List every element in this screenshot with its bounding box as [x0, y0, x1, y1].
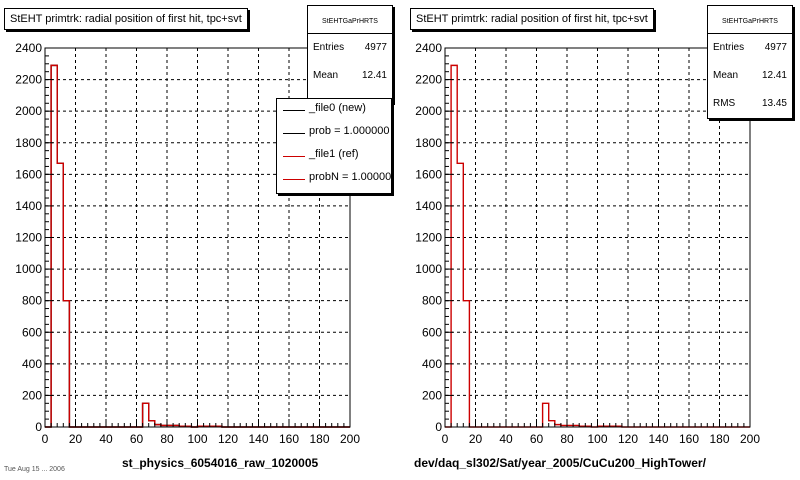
legend-swatch	[283, 133, 305, 134]
x-tick-label: 40	[499, 432, 513, 446]
x-tick-label: 0	[42, 432, 49, 446]
right-stats-name: StEHTGaPrHRTS	[708, 6, 792, 34]
left-mean-label: Mean	[313, 70, 339, 81]
x-tick-label: 20	[469, 432, 483, 446]
y-tick-label: 400	[22, 357, 42, 371]
legend-label: prob = 1.000000	[309, 125, 390, 137]
left-stats-mean-row: Mean 12.41	[308, 62, 392, 90]
x-tick-label: 40	[99, 432, 113, 446]
left-entries-label: Entries	[313, 42, 345, 53]
y-tick-label: 600	[422, 325, 442, 339]
left-legend: _file0 (new) prob = 1.000000 _file1 (ref…	[276, 98, 392, 194]
x-tick-label: 180	[709, 432, 729, 446]
x-tick-label: 140	[248, 432, 268, 446]
legend-label: probN = 1.000000	[309, 171, 392, 183]
left-stats-name: StEHTGaPrHRTS	[308, 6, 392, 34]
left-panel: 0 20 40 60 80 100 120 140 160 180 200 0 200 400 600 800…	[4, 5, 393, 470]
legend-label: _file0 (new)	[309, 102, 366, 114]
x-tick-label: 160	[279, 432, 299, 446]
y-tick-label: 800	[422, 294, 442, 308]
x-tick-label: 100	[587, 432, 607, 446]
left-title: StEHT primtrk: radial position of first …	[4, 8, 248, 30]
legend-entry-file1: _file1 (ref)	[277, 145, 391, 168]
y-tick-label: 1200	[15, 231, 42, 245]
right-entries-value: 4977	[764, 42, 787, 53]
y-tick-label: 800	[22, 294, 42, 308]
y-tick-label: 1000	[415, 262, 442, 276]
x-tick-label: 120	[218, 432, 238, 446]
legend-entry-prob: prob = 1.000000	[277, 122, 391, 145]
y-tick-label: 2200	[415, 73, 442, 87]
left-x-axis-label: st_physics_6054016_raw_1020005	[122, 456, 319, 470]
x-tick-label: 200	[740, 432, 760, 446]
y-tick-label: 1200	[415, 231, 442, 245]
legend-label: _file1 (ref)	[309, 148, 359, 160]
x-tick-label: 100	[187, 432, 207, 446]
legend-entry-file0: _file0 (new)	[277, 99, 391, 122]
x-tick-label: 140	[648, 432, 668, 446]
y-tick-label: 1400	[15, 199, 42, 213]
y-tick-label: 1600	[415, 167, 442, 181]
y-tick-label: 200	[22, 388, 42, 402]
y-tick-label: 1000	[15, 262, 42, 276]
y-tick-label: 400	[422, 357, 442, 371]
x-tick-label: 80	[160, 432, 174, 446]
y-tick-label: 2400	[415, 41, 442, 55]
right-mean-value: 12.41	[761, 70, 787, 81]
y-tick-label: 2400	[15, 41, 42, 55]
y-tick-label: 2000	[415, 104, 442, 118]
x-tick-label: 160	[679, 432, 699, 446]
right-x-axis-label: dev/daq_sl302/Sat/year_2005/CuCu200_High…	[414, 456, 706, 470]
left-stats-entries-row: Entries 4977	[308, 34, 392, 62]
x-tick-label: 20	[69, 432, 83, 446]
left-histogram: 0 20 40 60 80 100 120 140 160 180 2000200400600800…	[15, 41, 360, 446]
right-stats-entries-row: Entries 4977	[708, 34, 792, 62]
right-title: StEHT primtrk: radial position of first …	[410, 8, 654, 30]
legend-swatch	[283, 179, 305, 180]
right-mean-label: Mean	[713, 70, 739, 81]
footer-timestamp: Tue Aug 15 ... 2006	[4, 466, 65, 473]
left-entries-value: 4977	[364, 42, 387, 53]
x-tick-label: 60	[130, 432, 144, 446]
right-stats-mean-row: Mean 12.41	[708, 62, 792, 90]
x-tick-label: 120	[618, 432, 638, 446]
y-tick-label: 0	[35, 420, 42, 434]
x-tick-label: 200	[340, 432, 360, 446]
x-tick-label: 180	[309, 432, 329, 446]
right-entries-label: Entries	[713, 42, 745, 53]
y-tick-label: 600	[22, 325, 42, 339]
right-stats-box: StEHTGaPrHRTS Entries 4977 Mean 12.41 RM…	[707, 5, 793, 119]
y-tick-label: 200	[422, 388, 442, 402]
left-stats-box: StEHTGaPrHRTS Entries 4977 Mean 12.41	[307, 5, 393, 103]
right-rms-label: RMS	[713, 98, 736, 109]
x-tick-label: 80	[560, 432, 574, 446]
x-tick-label: 60	[530, 432, 544, 446]
y-tick-label: 1800	[15, 136, 42, 150]
legend-swatch	[283, 110, 305, 111]
legend-entry-probn: probN = 1.000000	[277, 168, 391, 191]
y-tick-label: 0	[435, 420, 442, 434]
y-tick-label: 2200	[15, 73, 42, 87]
right-panel: 0 20 40 60 80 100 120 140 160 180 200 0 200 400 600 800…	[400, 0, 800, 480]
legend-swatch	[283, 156, 305, 157]
y-tick-label: 1800	[415, 136, 442, 150]
right-stats-rms-row: RMS 13.45	[708, 90, 792, 118]
y-tick-label: 2000	[15, 104, 42, 118]
right-histogram: 0 20 40 60 80 100 120 140 160 180 2000200400600800…	[415, 41, 760, 446]
left-mean-value: 12.41	[361, 70, 387, 81]
y-tick-label: 1400	[415, 199, 442, 213]
y-tick-label: 1600	[15, 167, 42, 181]
x-tick-label: 0	[442, 432, 449, 446]
right-rms-value: 13.45	[761, 98, 787, 109]
